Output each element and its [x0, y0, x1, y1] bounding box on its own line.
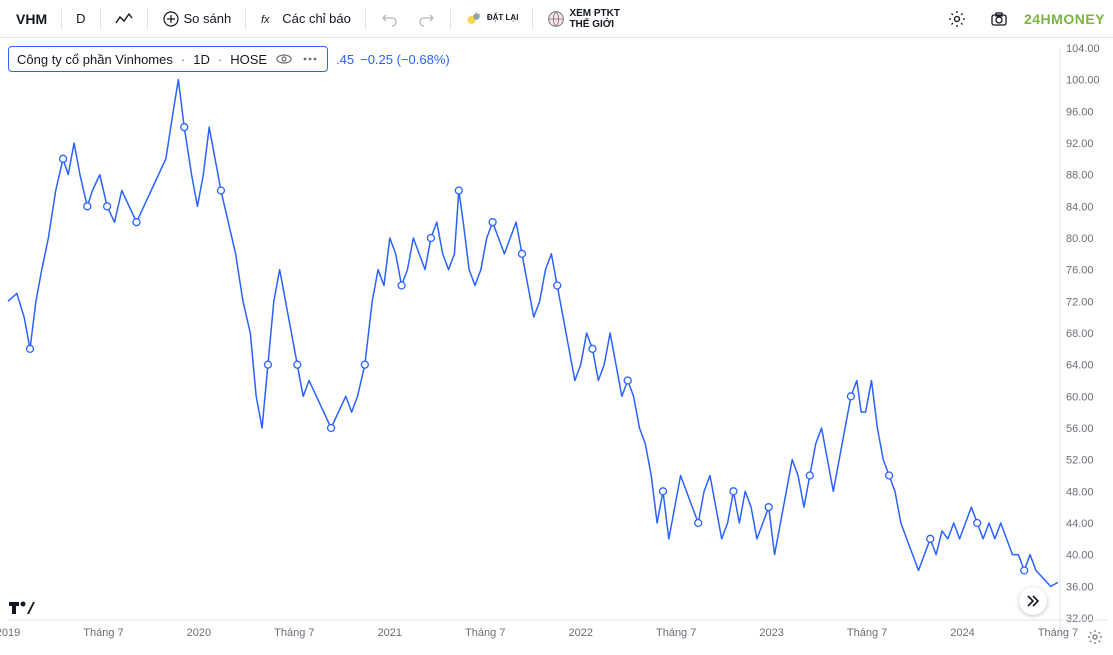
symbol-selector[interactable]: VHM	[8, 7, 55, 31]
gear-icon	[948, 10, 966, 28]
brand-logo: 24HMONEY	[1024, 11, 1105, 27]
svg-text:2022: 2022	[568, 627, 592, 639]
svg-text:Tháng 7: Tháng 7	[847, 627, 887, 639]
external-link-label: XEM PTKT THẾ GIỚI	[569, 8, 620, 30]
svg-text:100.00: 100.00	[1066, 75, 1100, 87]
separator	[532, 8, 533, 30]
redo-button[interactable]	[410, 6, 444, 32]
chart-style-button[interactable]	[107, 6, 141, 32]
svg-text:92.00: 92.00	[1066, 138, 1094, 150]
svg-text:80.00: 80.00	[1066, 233, 1094, 245]
svg-text:104.00: 104.00	[1066, 43, 1100, 55]
indicators-button[interactable]: fx Các chỉ báo	[252, 6, 359, 32]
svg-text:32.00: 32.00	[1066, 613, 1094, 625]
svg-text:Tháng 7: Tháng 7	[83, 627, 123, 639]
separator	[365, 8, 366, 30]
legend-change: −0.25 (−0.68%)	[360, 52, 450, 67]
svg-text:64.00: 64.00	[1066, 360, 1094, 372]
gear-icon	[1086, 628, 1104, 646]
separator	[245, 8, 246, 30]
svg-text:2021: 2021	[378, 627, 402, 639]
separator	[450, 8, 451, 30]
reset-icon	[465, 10, 483, 28]
undo-icon	[380, 10, 398, 28]
svg-text:Tháng 7: Tháng 7	[656, 627, 696, 639]
svg-text:60.00: 60.00	[1066, 391, 1094, 403]
undo-button[interactable]	[372, 6, 406, 32]
svg-text:Tháng 7: Tháng 7	[1038, 627, 1078, 639]
svg-text:68.00: 68.00	[1066, 328, 1094, 340]
separator	[100, 8, 101, 30]
svg-text:56.00: 56.00	[1066, 423, 1094, 435]
svg-text:40.00: 40.00	[1066, 550, 1094, 562]
external-link-button[interactable]: XEM PTKT THẾ GIỚI	[539, 4, 628, 34]
plus-circle-icon	[162, 10, 180, 28]
goto-end-button[interactable]	[1019, 587, 1047, 615]
compare-button[interactable]: So sánh	[154, 6, 240, 32]
svg-text:76.00: 76.00	[1066, 265, 1094, 277]
legend-name: Công ty cổ phần Vinhomes	[17, 52, 173, 67]
svg-text:fx: fx	[261, 14, 270, 26]
legend-bar: Công ty cổ phần Vinhomes · 1D · HOSE .45…	[8, 46, 450, 72]
svg-text:2023: 2023	[759, 627, 783, 639]
double-chevron-right-icon	[1024, 592, 1042, 610]
more-icon[interactable]	[301, 50, 319, 68]
legend-timeframe: 1D	[193, 52, 210, 67]
compare-label: So sánh	[184, 11, 232, 26]
svg-text:88.00: 88.00	[1066, 170, 1094, 182]
fx-icon: fx	[260, 10, 278, 28]
svg-text:Tháng 7: Tháng 7	[465, 627, 505, 639]
svg-text:2024: 2024	[950, 627, 974, 639]
line-chart-icon	[115, 10, 133, 28]
legend-sep: ·	[218, 52, 222, 67]
svg-text:36.00: 36.00	[1066, 581, 1094, 593]
svg-text:2020: 2020	[187, 627, 211, 639]
legend-box[interactable]: Công ty cổ phần Vinhomes · 1D · HOSE	[8, 46, 328, 72]
price-chart[interactable]: 32.00 36.00 40.00 44.00 48.00 52.00 56.00 60.00…	[0, 38, 1113, 655]
reset-label: ĐẶT LẠI	[487, 14, 519, 23]
legend-last: .45	[336, 52, 354, 67]
settings-button[interactable]	[940, 6, 974, 32]
svg-text:44.00: 44.00	[1066, 518, 1094, 530]
svg-text:52.00: 52.00	[1066, 455, 1094, 467]
globe-icon	[547, 10, 565, 28]
redo-icon	[418, 10, 436, 28]
separator	[61, 8, 62, 30]
chart-settings-button[interactable]	[1083, 625, 1107, 649]
svg-text:48.00: 48.00	[1066, 486, 1094, 498]
symbol-text: VHM	[16, 11, 47, 27]
svg-text:Tháng 7: Tháng 7	[274, 627, 314, 639]
camera-icon	[990, 10, 1008, 28]
eye-icon[interactable]	[275, 50, 293, 68]
reset-button[interactable]: ĐẶT LẠI	[457, 6, 527, 32]
snapshot-button[interactable]	[982, 6, 1016, 32]
chart-area[interactable]: 32.00 36.00 40.00 44.00 48.00 52.00 56.00 60.00…	[0, 38, 1113, 655]
tradingview-logo	[8, 599, 36, 617]
indicators-label: Các chỉ báo	[282, 11, 351, 26]
svg-text:2019: 2019	[0, 627, 20, 639]
interval-text: D	[76, 11, 85, 26]
interval-selector[interactable]: D	[68, 7, 93, 30]
toolbar: VHM D So sánh fx Các chỉ báo	[0, 0, 1113, 38]
svg-text:84.00: 84.00	[1066, 201, 1094, 213]
svg-text:96.00: 96.00	[1066, 106, 1094, 118]
separator	[147, 8, 148, 30]
svg-text:72.00: 72.00	[1066, 296, 1094, 308]
legend-exchange: HOSE	[230, 52, 267, 67]
legend-values: .45 −0.25 (−0.68%)	[336, 52, 450, 67]
legend-sep: ·	[181, 52, 185, 67]
